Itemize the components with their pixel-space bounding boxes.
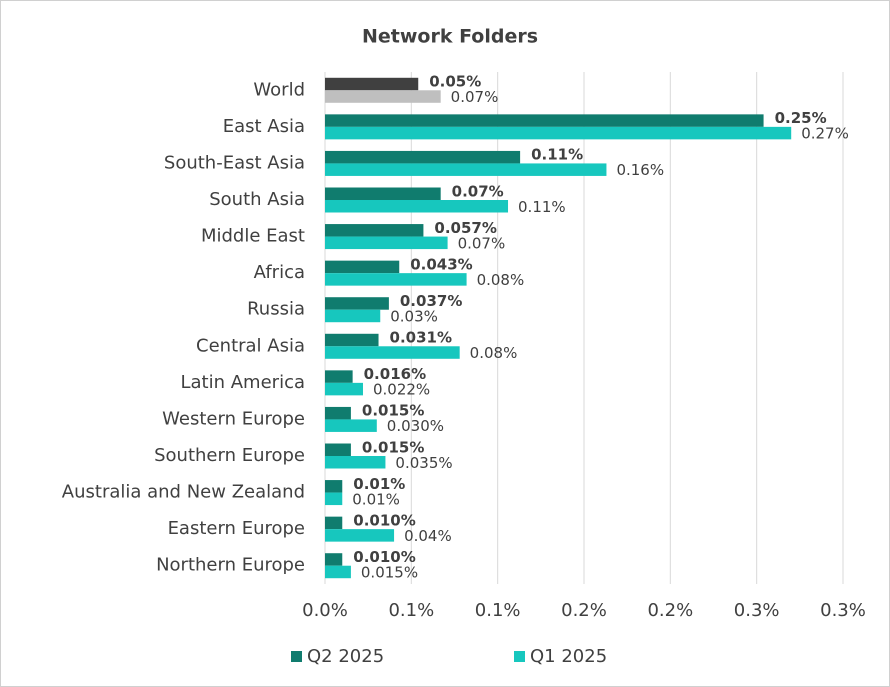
bar <box>325 346 460 359</box>
value-label: 0.04% <box>404 527 452 545</box>
y-tick-label: World <box>253 79 305 100</box>
value-label: 0.015% <box>361 563 418 581</box>
bar <box>325 200 509 213</box>
value-label: 0.022% <box>373 381 430 399</box>
bar <box>325 370 353 383</box>
y-tick-label: Russia <box>247 299 305 320</box>
y-tick-label: Australia and New Zealand <box>62 482 305 503</box>
value-label: 0.01% <box>352 490 400 508</box>
value-label: 0.010% <box>353 511 415 529</box>
x-tick-label: 0.3% <box>734 600 780 621</box>
y-tick-label: Latin America <box>181 372 306 393</box>
x-tick-label: 0.0% <box>302 600 348 621</box>
bar <box>325 529 395 542</box>
value-label: 0.030% <box>387 417 444 435</box>
legend-label: Q2 2025 <box>307 646 384 667</box>
legend-swatch <box>514 651 525 662</box>
bar <box>325 163 607 176</box>
bar <box>325 382 363 396</box>
bar <box>325 309 381 323</box>
bar <box>325 297 389 310</box>
bar <box>325 90 441 103</box>
bar <box>325 150 521 164</box>
value-label: 0.03% <box>390 307 438 325</box>
y-tick-label: Western Europe <box>162 408 305 429</box>
value-label: 0.25% <box>775 109 827 127</box>
value-label: 0.016% <box>364 365 426 383</box>
y-tick-label: Eastern Europe <box>168 518 305 539</box>
bar <box>325 333 379 347</box>
bar <box>325 553 343 566</box>
value-label: 0.27% <box>801 125 849 143</box>
bar <box>325 419 377 432</box>
bar <box>325 565 351 579</box>
bar <box>325 187 441 200</box>
y-tick-label: Middle East <box>201 226 305 247</box>
bar <box>325 480 343 493</box>
bar <box>325 236 448 250</box>
value-label: 0.015% <box>362 402 424 420</box>
bar <box>325 126 792 140</box>
value-label: 0.037% <box>400 292 462 310</box>
value-label: 0.01% <box>353 475 405 493</box>
y-tick-label: Northern Europe <box>156 555 305 576</box>
value-label: 0.031% <box>390 329 452 347</box>
legend-label: Q1 2025 <box>530 646 607 667</box>
x-tick-label: 0.2% <box>647 600 693 621</box>
value-label: 0.035% <box>395 454 452 472</box>
value-label: 0.010% <box>353 548 415 566</box>
legend-swatch <box>291 651 302 662</box>
bar <box>325 456 386 469</box>
value-label: 0.07% <box>458 234 506 252</box>
y-tick-label: South-East Asia <box>164 152 305 173</box>
value-label: 0.05% <box>429 73 481 91</box>
chart-title: Network Folders <box>362 26 538 48</box>
x-tick-label: 0.1% <box>475 600 521 621</box>
y-tick-label: East Asia <box>223 116 305 137</box>
value-label: 0.16% <box>616 161 664 179</box>
bar <box>325 224 424 237</box>
y-tick-label: Central Asia <box>196 335 305 356</box>
x-tick-label: 0.2% <box>561 600 607 621</box>
bar <box>325 492 343 506</box>
value-label: 0.11% <box>531 146 583 164</box>
bar <box>325 260 400 274</box>
value-label: 0.08% <box>477 271 525 289</box>
bar <box>325 406 351 420</box>
y-tick-label: Africa <box>254 262 305 283</box>
x-tick-label: 0.1% <box>388 600 434 621</box>
y-tick-label: South Asia <box>209 189 305 210</box>
value-label: 0.043% <box>410 255 472 273</box>
x-tick-label: 0.3% <box>820 600 866 621</box>
value-label: 0.07% <box>451 88 499 106</box>
bar <box>325 77 419 91</box>
bar <box>325 443 351 456</box>
y-tick-label: Southern Europe <box>154 445 305 466</box>
bar <box>325 273 467 286</box>
bar <box>325 114 764 127</box>
value-label: 0.057% <box>434 219 496 237</box>
bar <box>325 516 343 530</box>
value-label: 0.07% <box>452 182 504 200</box>
value-label: 0.08% <box>470 344 518 362</box>
value-label: 0.11% <box>518 198 566 216</box>
value-label: 0.015% <box>362 438 424 456</box>
